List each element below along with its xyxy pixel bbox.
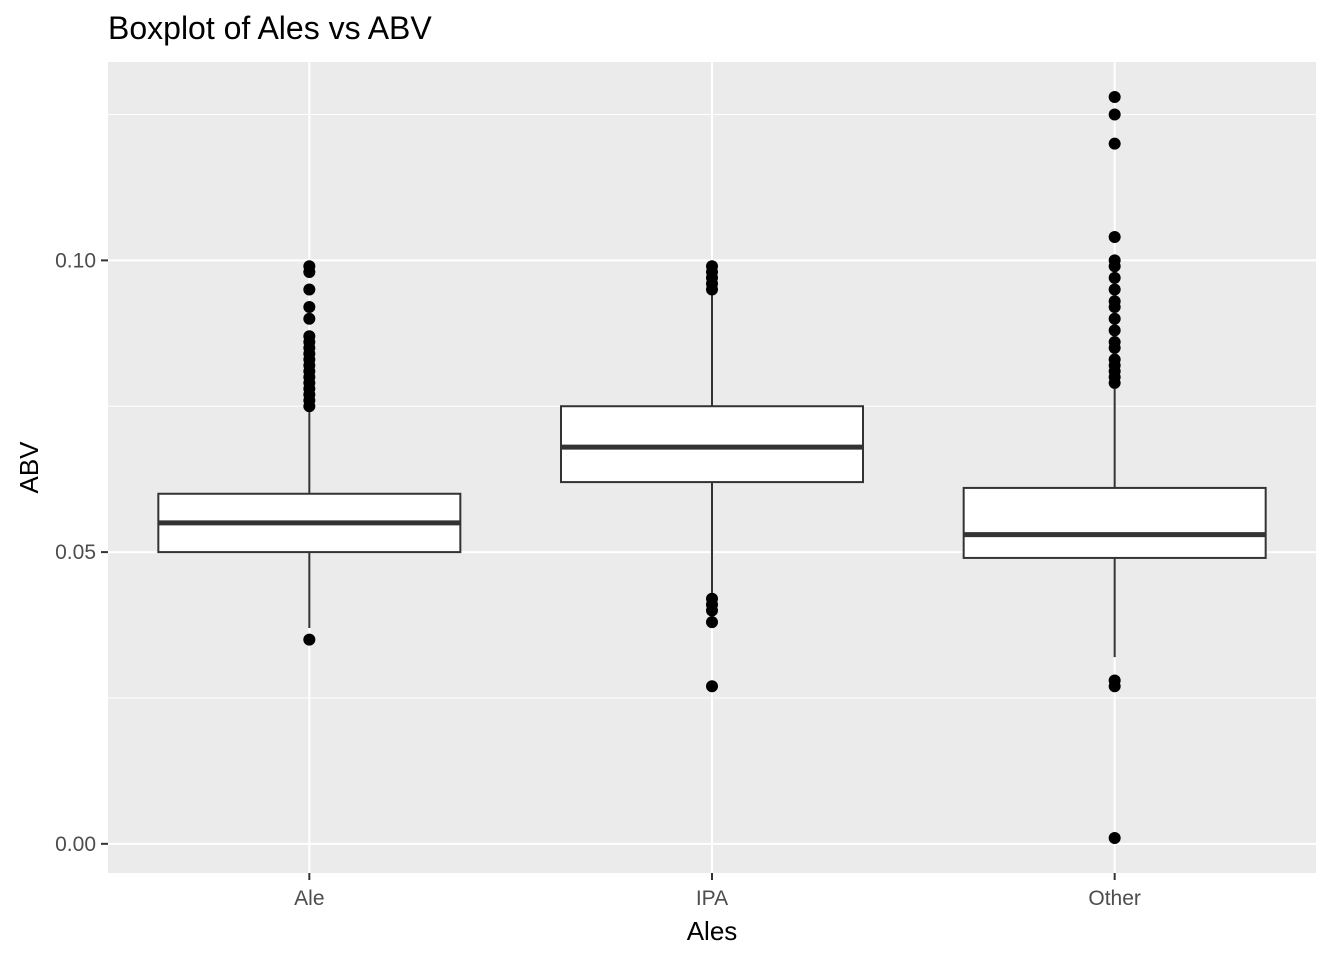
outlier-point bbox=[706, 592, 718, 605]
x-tick-label: IPA bbox=[696, 887, 728, 910]
outlier-point bbox=[1108, 283, 1121, 296]
box-other bbox=[962, 91, 1267, 844]
outlier-point bbox=[1108, 353, 1121, 366]
outlier-point bbox=[1108, 312, 1121, 325]
x-axis-title: Ales bbox=[687, 916, 738, 946]
outlier-point bbox=[303, 260, 316, 273]
iqr-box bbox=[560, 405, 864, 484]
outlier-point bbox=[303, 301, 316, 314]
outlier-point bbox=[1108, 231, 1121, 244]
box-ipa bbox=[560, 260, 864, 693]
box-ale bbox=[157, 260, 462, 646]
chart-title: Boxplot of Ales vs ABV bbox=[108, 10, 432, 46]
outlier-point bbox=[303, 330, 316, 343]
outlier-point bbox=[1108, 91, 1121, 104]
outlier-point bbox=[706, 616, 718, 629]
y-tick-label: 0.00 bbox=[55, 833, 96, 856]
y-tick-label: 0.05 bbox=[55, 541, 96, 564]
outlier-point bbox=[1108, 254, 1121, 267]
x-axis: Ale IPA Other bbox=[294, 873, 1141, 910]
outlier-point bbox=[1108, 108, 1121, 121]
boxes-layer bbox=[157, 91, 1267, 844]
outlier-point bbox=[1108, 336, 1121, 349]
x-tick-label: Other bbox=[1088, 887, 1141, 910]
outlier-point bbox=[706, 260, 718, 273]
y-axis: 0.00 0.05 0.10 bbox=[55, 249, 108, 856]
outlier-point bbox=[706, 680, 718, 693]
y-axis-title: ABV bbox=[14, 441, 44, 494]
outlier-point bbox=[1108, 831, 1121, 844]
y-tick-label: 0.10 bbox=[55, 249, 96, 272]
iqr-box bbox=[962, 486, 1267, 559]
outlier-point bbox=[1108, 295, 1121, 308]
x-tick-label: Ale bbox=[294, 887, 324, 910]
outlier-point bbox=[1108, 324, 1121, 337]
outlier-point bbox=[1108, 271, 1121, 284]
outlier-point bbox=[303, 312, 316, 325]
outlier-point bbox=[303, 633, 316, 646]
outlier-point bbox=[303, 283, 316, 296]
outlier-point bbox=[1108, 137, 1121, 150]
outlier-point bbox=[1108, 674, 1121, 687]
